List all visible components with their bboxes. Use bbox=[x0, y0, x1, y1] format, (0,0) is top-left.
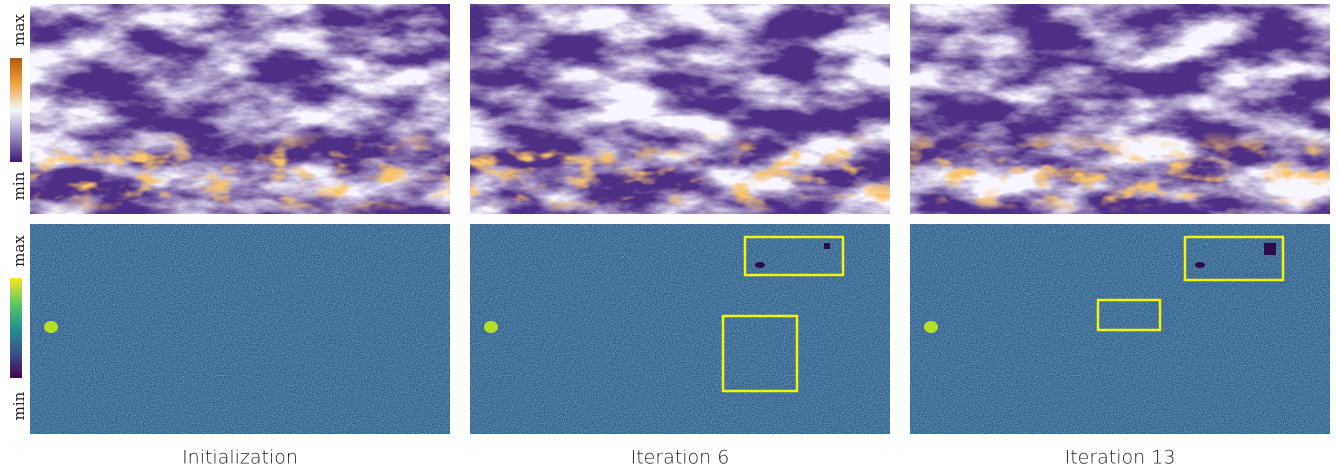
colorbar bbox=[10, 58, 22, 162]
column-label: Iteration 6 bbox=[631, 447, 730, 469]
error-dark bbox=[824, 243, 830, 249]
column-label: Iteration 13 bbox=[1065, 447, 1176, 469]
colorbar-max: max bbox=[10, 14, 28, 46]
error-map-noise bbox=[470, 224, 890, 434]
page: {"colorbars": [{"max": "max", "min": "mi… bbox=[0, 0, 1338, 472]
colorbar-max: max bbox=[10, 235, 28, 267]
figure: max min max min Initialization Iteration … bbox=[0, 0, 1338, 472]
field-map-warm bbox=[910, 4, 1330, 214]
error-hotspot bbox=[484, 321, 498, 333]
field-map-warm bbox=[30, 4, 450, 214]
error-hotspot bbox=[44, 321, 58, 333]
column: Initialization bbox=[30, 4, 450, 469]
colorbar-bottom: max min bbox=[10, 235, 28, 421]
colorbar-top: max min bbox=[10, 14, 28, 201]
panels: Initialization Iteration 6 Iteration 13 bbox=[30, 4, 1330, 469]
error-dark bbox=[755, 262, 765, 268]
error-hotspot bbox=[924, 321, 938, 333]
colorbar-min: min bbox=[10, 171, 28, 200]
error-map-noise bbox=[30, 224, 450, 434]
error-dark bbox=[1264, 243, 1276, 255]
column-label: Initialization bbox=[182, 447, 298, 469]
error-dark bbox=[1195, 262, 1205, 268]
colorbar-min: min bbox=[10, 391, 28, 420]
field-map-warm bbox=[470, 4, 890, 214]
colorbar bbox=[10, 278, 22, 378]
